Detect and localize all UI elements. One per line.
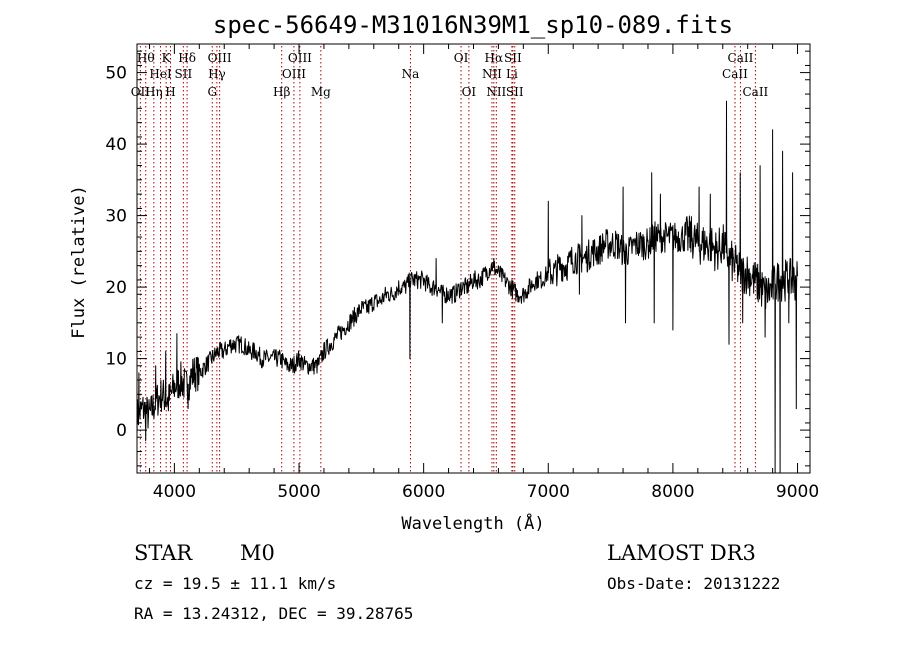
y-axis-label: Flux (relative) [69, 185, 89, 339]
line-label-OI: OI [454, 51, 469, 65]
line-label-Hδ: Hδ [178, 51, 196, 65]
line-label-H: H [165, 85, 175, 99]
line-label-CaII: CaII [728, 51, 754, 65]
spectrum-series [136, 100, 798, 474]
spectral-line-markers [139, 46, 756, 473]
line-label-Hβ: Hβ [273, 85, 290, 99]
y-tick-label: 40 [105, 135, 127, 155]
spectral-line-labels: OIIHθHηHeIKHSIIHδGHγOIIIHβOIIIOIIIMgNaOI… [131, 51, 769, 99]
axes: 4000 5000 6000 7000 8000 9000 0 10 20 30 40 50 [105, 44, 819, 502]
observation-date: Obs-Date: 20131222 [607, 574, 781, 593]
line-label-HeI: HeI [149, 67, 172, 81]
line-label-OIII: OIII [288, 51, 312, 65]
line-label-Na: Na [402, 67, 420, 81]
line-label-SII: SII [506, 85, 524, 99]
spectrum-plot: OIIHθHηHeIKHSIIHδGHγOIIIHβOIIIOIIIMgNaOI… [69, 11, 819, 534]
y-tick-label: 20 [105, 278, 127, 298]
x-tick-label: 7000 [527, 482, 570, 502]
line-label-G: G [207, 85, 217, 99]
line-label-Mg: Mg [311, 85, 331, 99]
line-label-SII: SII [504, 51, 522, 65]
y-tick-label: 50 [105, 64, 127, 84]
spectrum-chart: OII Hθ Hη HeI K H SII Hδ G Hγ OIII Hβ OIII OIII Mg Na OI… [69, 11, 819, 534]
survey-name: LAMOST DR3 [607, 541, 756, 565]
x-tick-label: 6000 [402, 482, 445, 502]
line-label-Hγ: Hγ [208, 67, 226, 81]
line-label-Li: Li [506, 67, 518, 81]
x-tick-label: 9000 [776, 482, 819, 502]
line-label-CaII: CaII [722, 67, 748, 81]
line-label-OII: OII [131, 85, 151, 99]
chart-title: spec-56649-M31016N39M1_sp10-089.fits [213, 11, 733, 39]
x-axis-label: Wavelength (Å) [401, 512, 544, 534]
y-tick-label: 0 [116, 421, 127, 441]
object-class: STAR [134, 541, 193, 565]
line-label-SII: SII [175, 67, 193, 81]
line-label-OIII: OIII [208, 51, 232, 65]
x-tick-label: 4000 [153, 482, 196, 502]
line-label-NII: NII [486, 85, 506, 99]
line-label-Hα: Hα [485, 51, 504, 65]
redshift-value: cz = 19.5 ± 11.1 km/s [134, 574, 337, 593]
line-label-OIII: OIII [282, 67, 306, 81]
line-label-OI: OI [462, 85, 477, 99]
x-tick-label: 5000 [277, 482, 320, 502]
y-tick-label: 30 [105, 207, 127, 227]
line-label-Hθ: Hθ [137, 51, 155, 65]
line-label-Hη: Hη [145, 85, 163, 99]
y-tick-label: 10 [105, 350, 127, 370]
subclass: M0 [240, 541, 275, 565]
line-label-NII: NII [482, 67, 502, 81]
line-label-CaII: CaII [742, 85, 768, 99]
coordinates: RA = 13.24312, DEC = 39.28765 [134, 604, 414, 623]
line-label-K: K [162, 51, 172, 65]
x-tick-label: 8000 [651, 482, 694, 502]
spectrum-line [136, 100, 798, 474]
plot-frame [136, 43, 811, 474]
